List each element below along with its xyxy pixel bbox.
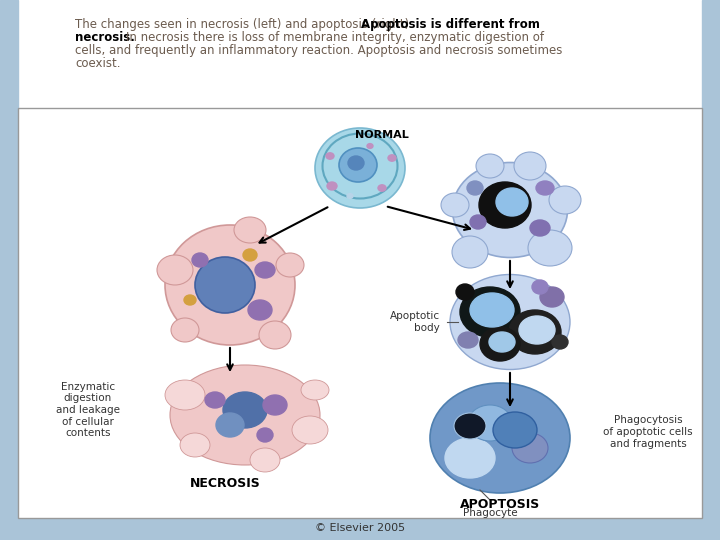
Ellipse shape xyxy=(480,327,520,361)
Ellipse shape xyxy=(470,215,486,229)
Ellipse shape xyxy=(170,365,320,465)
Ellipse shape xyxy=(327,182,337,190)
Ellipse shape xyxy=(378,185,386,191)
Text: NORMAL: NORMAL xyxy=(355,130,409,140)
Ellipse shape xyxy=(430,383,570,493)
Ellipse shape xyxy=(157,255,193,285)
Ellipse shape xyxy=(540,287,564,307)
Ellipse shape xyxy=(250,448,280,472)
Ellipse shape xyxy=(243,249,257,261)
Text: Enzymatic
digestion
and leakage
of cellular
contents: Enzymatic digestion and leakage of cellu… xyxy=(56,382,120,438)
Ellipse shape xyxy=(528,230,572,266)
Ellipse shape xyxy=(347,194,353,198)
Bar xyxy=(0,0,18,518)
Text: coexist.: coexist. xyxy=(75,57,120,70)
FancyBboxPatch shape xyxy=(18,108,702,518)
Bar xyxy=(0,518,720,540)
Ellipse shape xyxy=(479,182,531,228)
Ellipse shape xyxy=(339,148,377,182)
Ellipse shape xyxy=(180,433,210,457)
Ellipse shape xyxy=(493,412,537,448)
Text: The changes seen in necrosis (left) and apoptosis (right).: The changes seen in necrosis (left) and … xyxy=(75,18,417,31)
Ellipse shape xyxy=(192,253,208,267)
Ellipse shape xyxy=(441,193,469,217)
Ellipse shape xyxy=(257,428,273,442)
Text: Apoptotic
body: Apoptotic body xyxy=(390,311,440,333)
Ellipse shape xyxy=(467,181,483,195)
Ellipse shape xyxy=(367,144,373,149)
Ellipse shape xyxy=(489,332,515,352)
Ellipse shape xyxy=(468,405,512,441)
Ellipse shape xyxy=(259,321,291,349)
Ellipse shape xyxy=(248,300,272,320)
Text: NECROSIS: NECROSIS xyxy=(189,477,261,490)
Text: © Elsevier 2005: © Elsevier 2005 xyxy=(315,523,405,533)
Ellipse shape xyxy=(552,335,568,349)
Ellipse shape xyxy=(458,332,478,348)
Ellipse shape xyxy=(263,395,287,415)
Text: Apoptosis is different from: Apoptosis is different from xyxy=(361,18,540,31)
Ellipse shape xyxy=(530,220,550,236)
Ellipse shape xyxy=(301,380,329,400)
Ellipse shape xyxy=(165,380,205,410)
Ellipse shape xyxy=(348,156,364,170)
Ellipse shape xyxy=(519,316,555,344)
Ellipse shape xyxy=(514,152,546,180)
Ellipse shape xyxy=(184,295,196,305)
Ellipse shape xyxy=(388,155,396,161)
Ellipse shape xyxy=(536,181,554,195)
Ellipse shape xyxy=(234,217,266,243)
Text: necrosis.: necrosis. xyxy=(75,31,139,44)
Ellipse shape xyxy=(496,188,528,216)
Ellipse shape xyxy=(450,274,570,369)
Ellipse shape xyxy=(454,413,486,439)
Ellipse shape xyxy=(476,154,504,178)
Ellipse shape xyxy=(452,163,567,258)
Ellipse shape xyxy=(445,438,495,478)
Ellipse shape xyxy=(512,433,548,463)
Text: Phagocytosis
of apoptotic cells
and fragments: Phagocytosis of apoptotic cells and frag… xyxy=(603,415,693,449)
Ellipse shape xyxy=(456,284,474,300)
Ellipse shape xyxy=(326,153,334,159)
Ellipse shape xyxy=(532,280,548,294)
Ellipse shape xyxy=(292,416,328,444)
Ellipse shape xyxy=(470,293,514,327)
Ellipse shape xyxy=(460,287,520,337)
Ellipse shape xyxy=(195,257,255,313)
Text: cells, and frequently an inflammatory reaction. Apoptosis and necrosis sometimes: cells, and frequently an inflammatory re… xyxy=(75,44,562,57)
Ellipse shape xyxy=(223,392,267,428)
Ellipse shape xyxy=(276,253,304,277)
Ellipse shape xyxy=(216,413,244,437)
Ellipse shape xyxy=(509,310,561,354)
Ellipse shape xyxy=(255,262,275,278)
Text: Phagocyte: Phagocyte xyxy=(463,508,517,518)
Ellipse shape xyxy=(205,392,225,408)
Ellipse shape xyxy=(165,225,295,345)
Ellipse shape xyxy=(452,236,488,268)
Ellipse shape xyxy=(549,186,581,214)
Ellipse shape xyxy=(315,128,405,208)
Text: In necrosis there is loss of membrane integrity, enzymatic digestion of: In necrosis there is loss of membrane in… xyxy=(125,31,544,44)
Ellipse shape xyxy=(171,318,199,342)
Text: APOPTOSIS: APOPTOSIS xyxy=(460,498,540,511)
Bar xyxy=(702,0,720,518)
